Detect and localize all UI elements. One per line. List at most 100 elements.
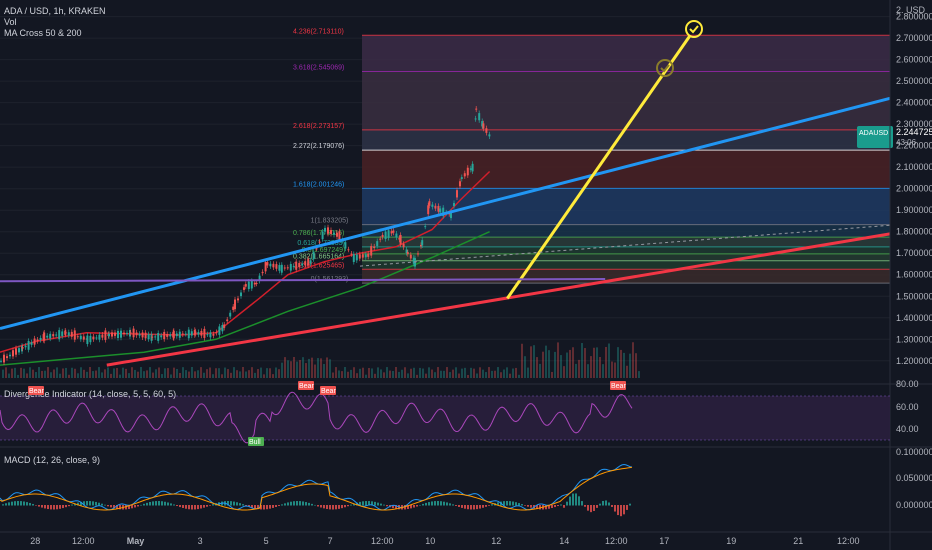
candle-body — [232, 306, 235, 310]
volume-bar — [413, 367, 415, 378]
fib-zone — [362, 224, 890, 238]
volume-bar — [209, 367, 211, 378]
volume-bar — [416, 374, 418, 378]
fib-zone — [362, 246, 890, 254]
macd-histogram — [251, 505, 253, 508]
volume-bar — [266, 368, 268, 378]
macd-histogram — [116, 505, 118, 509]
macd-histogram — [386, 505, 388, 507]
candle-body — [43, 332, 46, 341]
candle-body — [36, 339, 39, 342]
volume-bar — [56, 367, 58, 378]
candle-body — [333, 232, 335, 235]
trendline-red[interactable] — [106, 232, 891, 367]
macd-histogram — [611, 505, 613, 507]
candle-body — [175, 333, 178, 337]
macd-histogram — [230, 501, 232, 506]
macd-histogram — [74, 503, 76, 506]
volume-bar — [422, 368, 424, 378]
macd-histogram — [536, 505, 538, 510]
candle-body — [147, 334, 150, 340]
macd-histogram — [332, 505, 334, 510]
candle-body — [286, 267, 289, 269]
macd-histogram — [383, 504, 385, 506]
volume-bar — [146, 370, 148, 378]
macd-histogram — [257, 505, 259, 510]
volume-bar — [5, 367, 7, 378]
macd-histogram — [476, 505, 478, 510]
volume-bar — [617, 347, 619, 378]
time-axis-label: 12:00 — [72, 536, 95, 546]
macd-histogram — [548, 505, 550, 509]
macd-histogram — [356, 502, 358, 506]
fib-level-label: 2.618(2.273157) — [293, 123, 344, 130]
volume-bar — [104, 369, 106, 378]
candle-body — [460, 177, 463, 179]
volume-bar — [551, 371, 553, 378]
candle-body — [258, 275, 261, 281]
price-axis-label: 1.900000 — [896, 205, 932, 215]
candle-body — [367, 253, 370, 257]
macd-histogram — [233, 501, 235, 506]
price-axis-label: 2.000000 — [896, 184, 932, 194]
candle-body — [206, 334, 209, 336]
volume-bar — [179, 372, 181, 378]
volume-bar — [125, 368, 127, 378]
macd-histogram — [83, 501, 85, 506]
volume-bar — [509, 373, 511, 378]
candle-body — [21, 347, 24, 349]
volume-bar — [623, 352, 625, 378]
price-badge[interactable] — [857, 126, 893, 148]
volume-bar — [419, 367, 421, 378]
macd-histogram — [248, 505, 250, 507]
volume-bar — [557, 342, 559, 378]
candle-body — [237, 298, 239, 301]
volume-bar — [197, 370, 199, 378]
macd-histogram — [305, 502, 307, 506]
volume-bar — [485, 372, 487, 378]
volume-bar — [248, 370, 250, 378]
macd-histogram — [623, 505, 625, 515]
price-axis-label: 2.500000 — [896, 76, 932, 86]
volume-bar — [2, 369, 4, 378]
volume-bar — [203, 372, 205, 378]
candle-body — [95, 337, 98, 339]
candle-body — [376, 241, 379, 246]
volume-bar — [278, 369, 280, 378]
macd-histogram — [176, 505, 178, 507]
rsi-band — [0, 396, 890, 440]
volume-bar — [227, 369, 229, 378]
macd-histogram — [410, 505, 412, 509]
trendline-yellow[interactable] — [506, 35, 691, 300]
macd-histogram — [173, 504, 175, 506]
macd-histogram — [572, 493, 574, 506]
price-badge-value: 2.244725 — [896, 127, 932, 137]
candle-body — [243, 287, 245, 290]
volume-bar — [575, 363, 577, 378]
trendline-purple[interactable] — [0, 278, 606, 283]
macd-histogram — [113, 505, 115, 509]
candle-body — [405, 249, 408, 254]
candle-body — [412, 257, 415, 264]
candle-body — [64, 332, 67, 334]
macd-histogram — [47, 505, 49, 510]
candle-body — [485, 128, 488, 133]
target-check-icon — [685, 20, 703, 38]
trendline-blue[interactable] — [0, 96, 891, 330]
volume-bar — [161, 374, 163, 378]
volume-bar — [65, 367, 67, 378]
macd-histogram — [446, 502, 448, 506]
macd-histogram — [92, 501, 94, 506]
macd-histogram — [296, 501, 298, 506]
candle-body — [352, 253, 355, 262]
volume-bar — [515, 367, 517, 378]
macd-histogram — [452, 504, 454, 506]
candle-body — [166, 334, 169, 337]
time-axis-label: 10 — [425, 536, 435, 546]
macd-histogram — [329, 505, 331, 510]
volume-bar — [428, 367, 430, 378]
candle-body — [417, 253, 419, 255]
macd-histogram — [32, 503, 34, 506]
candle-body — [253, 282, 256, 285]
